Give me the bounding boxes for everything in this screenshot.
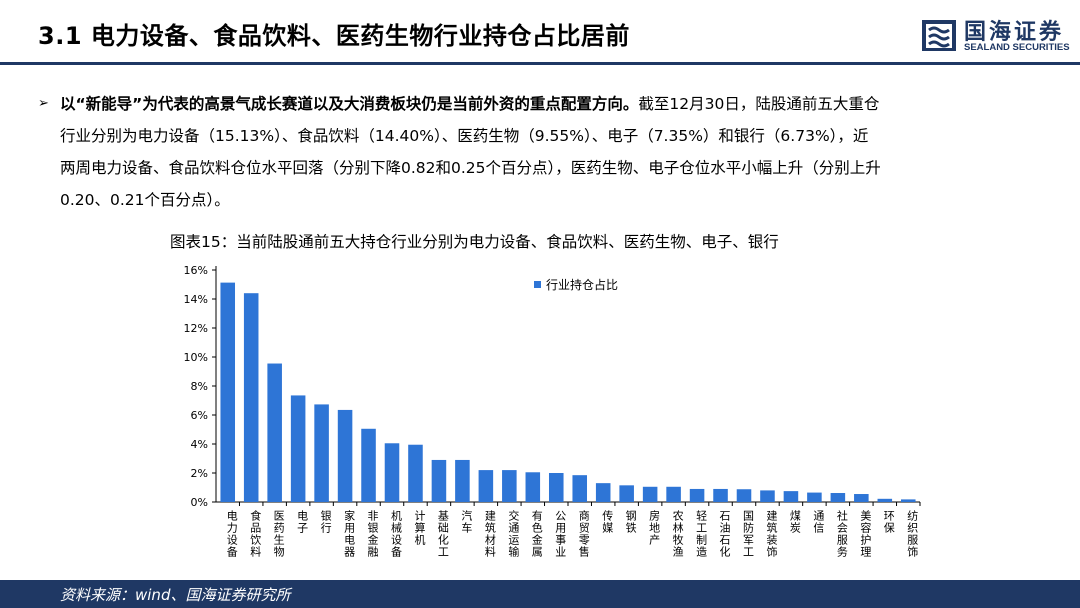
y-tick-label: 6% <box>191 409 208 422</box>
x-tick-label: 食品饮料 <box>249 509 262 558</box>
x-tick-label: 有色金属 <box>530 509 543 558</box>
x-tick-label: 交通运输 <box>507 509 520 558</box>
x-tick-label: 国防军工 <box>742 510 755 558</box>
x-tick-label: 建筑材料 <box>483 509 496 558</box>
sealand-logo-icon <box>922 20 956 51</box>
x-tick-label: 商贸零售 <box>577 509 590 558</box>
y-tick-label: 0% <box>191 496 208 509</box>
x-tick-label: 纺织服饰 <box>906 509 919 558</box>
y-tick-label: 2% <box>191 467 208 480</box>
header-divider <box>0 62 1080 65</box>
bar-14 <box>525 472 541 502</box>
x-tick-label: 计算机 <box>413 510 426 546</box>
summary-bold-text: 以“新能导”为代表的高景气成长赛道以及大消费板块仍是当前外资的重点配置方向。 <box>60 95 639 113</box>
bar-7 <box>361 428 376 502</box>
bar-24 <box>760 490 775 502</box>
x-tick-label: 汽车 <box>460 509 473 534</box>
bar-30 <box>900 499 916 502</box>
figure-caption: 图表15：当前陆股通前五大持仓行业分别为电力设备、食品饮料、医药生物、电子、银行 <box>170 233 779 251</box>
bar-6 <box>337 409 353 502</box>
x-tick-label: 美容护理 <box>859 510 872 558</box>
bar-8 <box>384 443 400 502</box>
y-tick-label: 8% <box>191 380 208 393</box>
summary-line-3: 两周电力设备、食品饮料仓位水平回落（分别下降0.82和0.25个百分点），医药生… <box>60 159 881 177</box>
legend-swatch <box>534 281 541 288</box>
bar-18 <box>619 485 634 502</box>
header: 3.1 电力设备、食品饮料、医药生物行业持仓占比居前 国海证券 SEALAND … <box>0 0 1080 65</box>
summary-text: 以“新能导”为代表的高景气成长赛道以及大消费板块仍是当前外资的重点配置方向。截至… <box>60 88 1038 216</box>
bar-22 <box>713 488 728 502</box>
x-tick-label: 轻工制造 <box>695 509 708 558</box>
logo: 国海证券 SEALAND SECURITIES <box>920 14 1080 58</box>
x-tick-label: 电子 <box>296 510 309 534</box>
bar-11 <box>455 459 470 502</box>
bar-12 <box>478 470 494 502</box>
bar-5 <box>314 404 329 502</box>
x-tick-label: 非银金融 <box>366 510 379 558</box>
bar-27 <box>830 493 846 502</box>
bar-10 <box>431 459 447 502</box>
x-tick-label: 传媒 <box>601 510 614 534</box>
summary-line-1: 截至12月30日，陆股通前五大重仓 <box>638 95 880 113</box>
bar-28 <box>854 494 869 502</box>
x-tick-label: 通信 <box>812 510 825 534</box>
x-tick-label: 医药生物 <box>272 510 285 558</box>
y-tick-label: 10% <box>184 351 208 364</box>
x-tick-label: 建筑装饰 <box>765 509 778 558</box>
legend-label: 行业持仓占比 <box>546 277 618 292</box>
x-tick-label: 环保 <box>882 510 895 534</box>
bar-21 <box>689 488 705 502</box>
summary-bullet: ➢ 以“新能导”为代表的高景气成长赛道以及大消费板块仍是当前外资的重点配置方向。… <box>38 88 1038 216</box>
x-tick-label: 石油石化 <box>718 510 731 558</box>
bar-19 <box>642 486 658 502</box>
bar-26 <box>807 492 822 502</box>
x-tick-label: 房地产 <box>648 510 661 546</box>
bar-3 <box>267 363 282 502</box>
footer-bar: 资料来源：wind、国海证券研究所 <box>0 580 1080 608</box>
source-note: 资料来源：wind、国海证券研究所 <box>60 586 291 604</box>
x-tick-label: 家用电器 <box>343 509 356 558</box>
bar-17 <box>595 483 611 502</box>
bar-25 <box>783 491 799 502</box>
x-tick-label: 基础化工 <box>436 510 449 558</box>
bar-23 <box>736 489 752 502</box>
x-tick-label: 银行 <box>319 509 332 534</box>
bar-29 <box>877 498 893 502</box>
bar-15 <box>548 473 564 502</box>
arrow-bullet-icon: ➢ <box>38 96 49 111</box>
x-tick-label: 农林牧渔 <box>671 509 684 558</box>
logo-text-cn: 国海证券 <box>964 20 1065 45</box>
bar-20 <box>666 486 681 502</box>
x-tick-label: 社会服务 <box>835 509 848 558</box>
bar-9 <box>408 444 423 502</box>
y-tick-label: 4% <box>191 438 208 451</box>
logo-text-en: SEALAND SECURITIES <box>964 42 1070 53</box>
summary-line-2: 行业分别为电力设备（15.13%）、食品饮料（14.40%）、医药生物（9.55… <box>60 127 869 145</box>
x-tick-label: 煤炭 <box>788 510 801 534</box>
x-tick-label: 钢铁 <box>624 510 637 534</box>
y-tick-label: 12% <box>184 322 208 335</box>
bar-16 <box>572 475 588 502</box>
y-tick-label: 16% <box>184 264 208 277</box>
bar-4 <box>290 395 306 502</box>
bar-1 <box>220 282 236 502</box>
bar-2 <box>243 293 259 502</box>
bar-13 <box>502 470 517 502</box>
x-tick-label: 电力设备 <box>225 510 238 558</box>
summary-line-4: 0.20、0.21个百分点）。 <box>60 191 230 209</box>
x-tick-label: 公用事业 <box>554 510 567 558</box>
bar-chart: 0% 2% 4% 6% 8% 10% 12% 14% 16% 电力设备 食品饮料 医药生物 电子 银行 家用… <box>184 264 921 558</box>
y-tick-label: 14% <box>184 293 208 306</box>
page-title: 3.1 电力设备、食品饮料、医药生物行业持仓占比居前 <box>38 22 630 50</box>
x-tick-label: 机械设备 <box>390 509 403 558</box>
